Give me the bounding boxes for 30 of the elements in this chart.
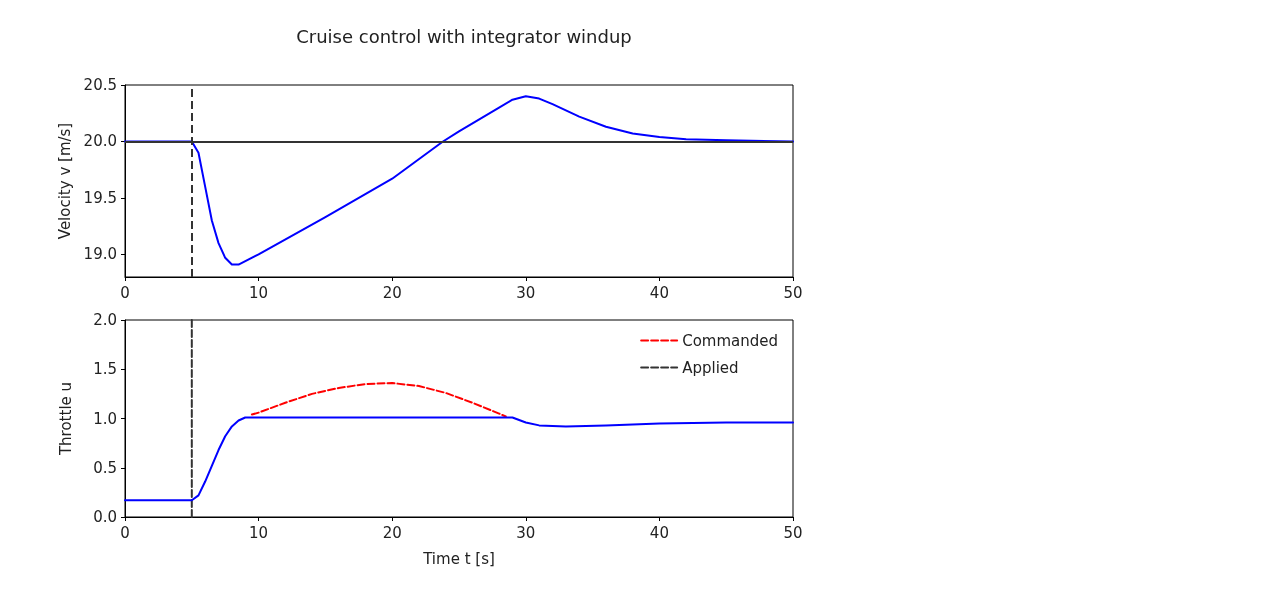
x-tick-label: 10 [249, 283, 269, 302]
line-series [124, 95, 794, 266]
y-tick-label: 2.0 [93, 311, 117, 329]
y-tick-label: 19.5 [83, 188, 117, 207]
x-tick-label: 20 [382, 283, 402, 302]
x-tick-label: 10 [249, 523, 269, 542]
chart-title: Cruise control with integrator windup [296, 25, 632, 47]
x-tick-label: 40 [649, 523, 669, 542]
x-tick-label: 30 [516, 523, 536, 542]
x-tick-label: 50 [783, 523, 803, 542]
line-series [250, 382, 507, 418]
y-tick-label: 19.0 [83, 245, 117, 264]
y-axis-title: Velocity v [m/s] [56, 122, 75, 240]
x-tick-label: 0 [120, 523, 130, 542]
y-tick-label: 1.5 [93, 360, 117, 379]
y-tick-label: 0.0 [93, 508, 117, 526]
y-tick-label: 20.0 [83, 132, 117, 151]
line-series [124, 416, 794, 502]
x-tick-label: 20 [382, 523, 402, 542]
y-axis-title: Throttle u [56, 381, 75, 457]
legend-label: Commanded [682, 331, 779, 350]
y-tick-label: 1.0 [93, 409, 117, 428]
x-tick-label: 0 [120, 283, 130, 302]
y-tick-label: 20.5 [83, 76, 117, 94]
x-tick-label: 50 [783, 283, 803, 302]
y-tick-label: 0.5 [93, 458, 117, 477]
legend-label: Applied [682, 358, 739, 377]
x-tick-label: 40 [649, 283, 669, 302]
x-axis-title: Time t [s] [422, 549, 495, 568]
x-tick-label: 30 [516, 283, 536, 302]
